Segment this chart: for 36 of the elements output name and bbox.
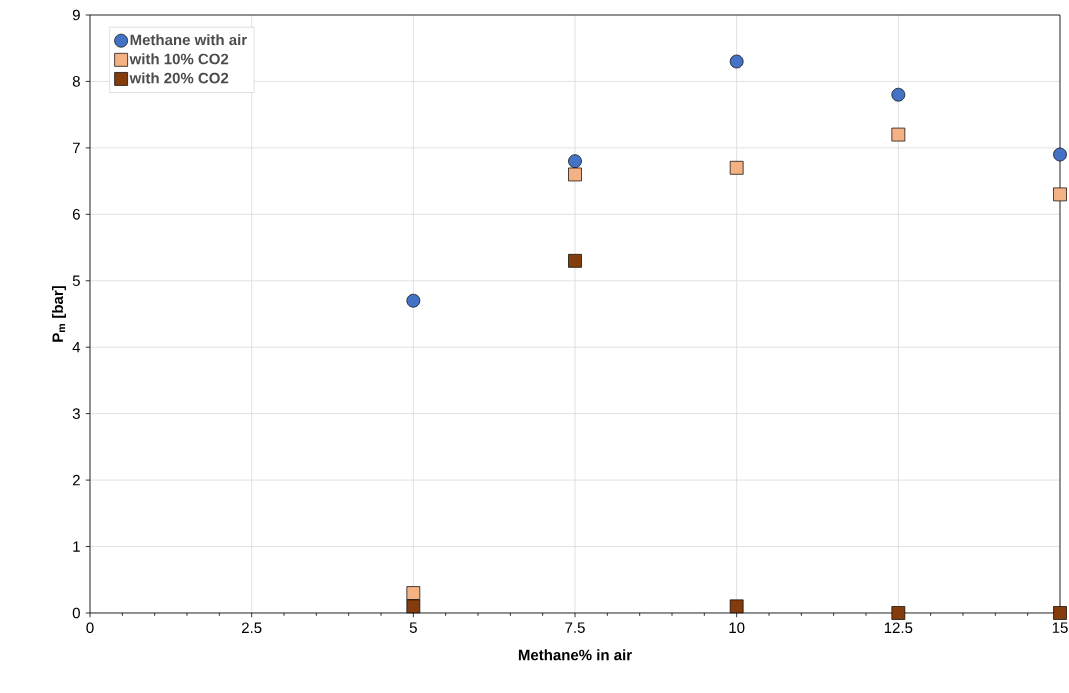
- y-tick-label: 2: [72, 474, 80, 486]
- point: [729, 599, 744, 614]
- point: [729, 54, 744, 69]
- x-tick-label: 12.5: [884, 622, 913, 634]
- x-tick-label: 7.5: [565, 622, 585, 633]
- y-tick-label: 1: [73, 541, 80, 552]
- point: [406, 599, 421, 614]
- point: [891, 606, 906, 620]
- y-axis-title: P$_{m}$ [bar]: [52, 286, 66, 342]
- x-tick-label: 2.5: [242, 622, 262, 634]
- y-tick-label: 4: [72, 342, 81, 353]
- y-tick-label: 9: [72, 9, 80, 21]
- y-tick-label: 3: [72, 408, 80, 419]
- x-tick-label: 0: [86, 622, 94, 634]
- x-tick-label: 5: [409, 622, 417, 633]
- x-tick-label: 15: [1052, 622, 1068, 633]
- point: [729, 160, 744, 175]
- point: [1053, 187, 1067, 202]
- point: [891, 127, 906, 142]
- point: [406, 293, 421, 308]
- y-tick-label: 8: [72, 76, 80, 87]
- point: [1053, 606, 1067, 620]
- y-tick-label: 7: [72, 142, 80, 154]
- point: [568, 154, 582, 169]
- point: [406, 586, 421, 600]
- y-tick-label: 6: [72, 209, 80, 220]
- x-tick-label: 10: [729, 622, 745, 634]
- point: [568, 253, 582, 268]
- point: [891, 87, 906, 102]
- point: [568, 167, 582, 182]
- y-tick-label: 0: [72, 607, 80, 619]
- legend-label: Methane with air: [130, 34, 247, 46]
- y-tick-label: 5: [72, 275, 80, 286]
- x-axis-title: Methane% in air: [518, 649, 632, 661]
- legend-label: with 10% CO2: [129, 53, 229, 65]
- legend-label: with 20% CO2: [129, 72, 229, 84]
